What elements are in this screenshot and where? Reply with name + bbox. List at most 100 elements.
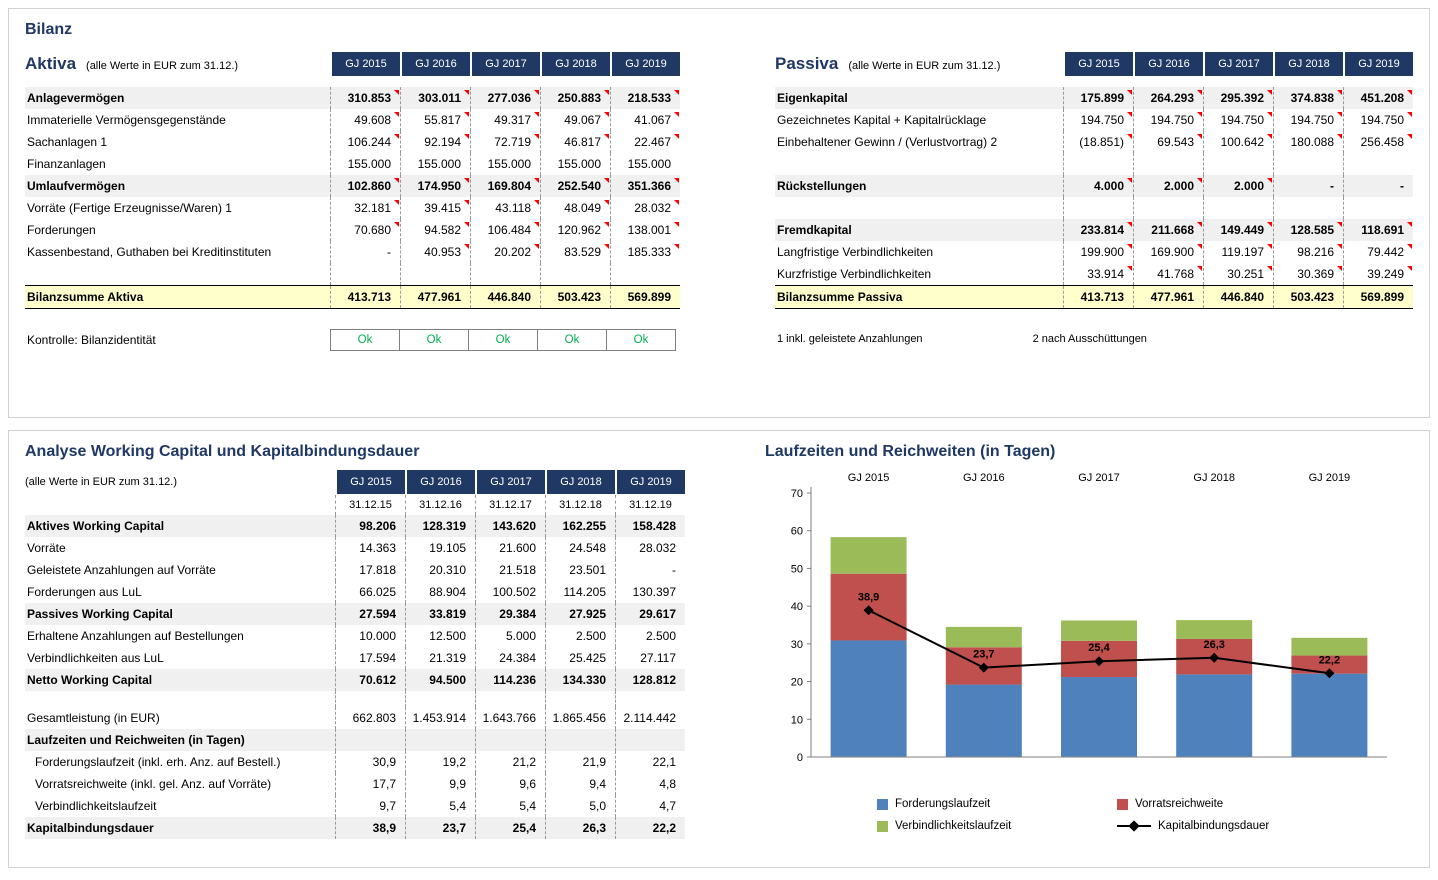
value-cell[interactable]: 114.205 bbox=[545, 581, 615, 603]
value-cell[interactable]: 2.114.442 bbox=[615, 707, 685, 729]
value-cell[interactable]: 5,4 bbox=[405, 795, 475, 817]
value-cell[interactable]: 32.181 bbox=[330, 197, 400, 219]
year-header-cell[interactable]: GJ 2017 bbox=[470, 52, 540, 76]
year-header-cell[interactable]: GJ 2019 bbox=[1343, 52, 1413, 76]
value-cell[interactable]: 477.961 bbox=[400, 286, 470, 308]
date-cell[interactable]: 31.12.17 bbox=[475, 495, 545, 515]
value-cell[interactable]: 66.025 bbox=[335, 581, 405, 603]
date-cell[interactable]: 31.12.16 bbox=[405, 495, 475, 515]
value-cell[interactable]: 477.961 bbox=[1133, 286, 1203, 308]
value-cell[interactable]: - bbox=[1343, 175, 1413, 197]
value-cell[interactable]: 106.244 bbox=[330, 131, 400, 153]
value-cell[interactable]: 149.449 bbox=[1203, 219, 1273, 241]
value-cell[interactable]: 98.206 bbox=[335, 515, 405, 537]
value-cell[interactable]: 155.000 bbox=[330, 153, 400, 175]
value-cell[interactable]: 27.594 bbox=[335, 603, 405, 625]
value-cell[interactable] bbox=[540, 263, 610, 285]
value-cell[interactable]: 569.899 bbox=[610, 286, 680, 308]
value-cell[interactable]: 17.594 bbox=[335, 647, 405, 669]
value-cell[interactable]: 39.249 bbox=[1343, 263, 1413, 285]
value-cell[interactable]: 21,9 bbox=[545, 751, 615, 773]
value-cell[interactable]: 128.319 bbox=[405, 515, 475, 537]
value-cell[interactable] bbox=[1203, 153, 1273, 175]
value-cell[interactable]: 23.501 bbox=[545, 559, 615, 581]
value-cell[interactable]: 256.458 bbox=[1343, 131, 1413, 153]
value-cell[interactable]: 114.236 bbox=[475, 669, 545, 691]
value-cell[interactable]: 94.500 bbox=[405, 669, 475, 691]
ok-indicator[interactable]: Ok bbox=[606, 329, 676, 351]
value-cell[interactable]: 118.691 bbox=[1343, 219, 1413, 241]
value-cell[interactable]: 33.914 bbox=[1063, 263, 1133, 285]
value-cell[interactable]: 310.853 bbox=[330, 87, 400, 109]
value-cell[interactable]: 46.817 bbox=[540, 131, 610, 153]
value-cell[interactable]: 21,2 bbox=[475, 751, 545, 773]
value-cell[interactable]: 175.899 bbox=[1063, 87, 1133, 109]
value-cell[interactable]: 21.600 bbox=[475, 537, 545, 559]
value-cell[interactable] bbox=[475, 729, 545, 751]
value-cell[interactable]: 413.713 bbox=[1063, 286, 1133, 308]
value-cell[interactable]: 119.197 bbox=[1203, 241, 1273, 263]
value-cell[interactable]: 20.202 bbox=[470, 241, 540, 263]
value-cell[interactable]: 128.812 bbox=[615, 669, 685, 691]
value-cell[interactable]: 5.000 bbox=[475, 625, 545, 647]
value-cell[interactable]: 41.768 bbox=[1133, 263, 1203, 285]
value-cell[interactable]: 1.453.914 bbox=[405, 707, 475, 729]
value-cell[interactable] bbox=[615, 729, 685, 751]
year-header-cell[interactable]: GJ 2018 bbox=[1273, 52, 1343, 76]
value-cell[interactable]: 19.105 bbox=[405, 537, 475, 559]
value-cell[interactable]: 28.032 bbox=[615, 537, 685, 559]
value-cell[interactable]: 22,2 bbox=[615, 817, 685, 839]
value-cell[interactable]: 180.088 bbox=[1273, 131, 1343, 153]
value-cell[interactable] bbox=[405, 729, 475, 751]
value-cell[interactable]: 1.865.456 bbox=[545, 707, 615, 729]
value-cell[interactable]: 20.310 bbox=[405, 559, 475, 581]
value-cell[interactable]: 83.529 bbox=[540, 241, 610, 263]
year-header-cell[interactable]: GJ 2016 bbox=[405, 470, 475, 494]
value-cell[interactable]: 218.533 bbox=[610, 87, 680, 109]
year-header-cell[interactable]: GJ 2015 bbox=[335, 470, 405, 494]
value-cell[interactable]: 9,9 bbox=[405, 773, 475, 795]
value-cell[interactable]: 17,7 bbox=[335, 773, 405, 795]
value-cell[interactable]: 351.366 bbox=[610, 175, 680, 197]
value-cell[interactable]: 2.500 bbox=[615, 625, 685, 647]
value-cell[interactable]: 22,1 bbox=[615, 751, 685, 773]
value-cell[interactable]: 106.484 bbox=[470, 219, 540, 241]
value-cell[interactable] bbox=[1273, 197, 1343, 219]
value-cell[interactable]: - bbox=[615, 559, 685, 581]
value-cell[interactable]: 130.397 bbox=[615, 581, 685, 603]
value-cell[interactable]: 70.680 bbox=[330, 219, 400, 241]
year-header-cell[interactable]: GJ 2017 bbox=[1203, 52, 1273, 76]
year-header-cell[interactable]: GJ 2018 bbox=[540, 52, 610, 76]
value-cell[interactable]: 12.500 bbox=[405, 625, 475, 647]
value-cell[interactable]: 446.840 bbox=[470, 286, 540, 308]
value-cell[interactable]: 72.719 bbox=[470, 131, 540, 153]
value-cell[interactable]: 9,4 bbox=[545, 773, 615, 795]
value-cell[interactable]: 69.543 bbox=[1133, 131, 1203, 153]
value-cell[interactable]: 14.363 bbox=[335, 537, 405, 559]
value-cell[interactable]: 94.582 bbox=[400, 219, 470, 241]
value-cell[interactable] bbox=[405, 691, 475, 707]
value-cell[interactable]: 27.117 bbox=[615, 647, 685, 669]
value-cell[interactable]: 70.612 bbox=[335, 669, 405, 691]
value-cell[interactable]: 17.818 bbox=[335, 559, 405, 581]
value-cell[interactable] bbox=[1343, 197, 1413, 219]
value-cell[interactable]: 295.392 bbox=[1203, 87, 1273, 109]
value-cell[interactable]: 79.442 bbox=[1343, 241, 1413, 263]
value-cell[interactable]: 194.750 bbox=[1133, 109, 1203, 131]
value-cell[interactable]: 48.049 bbox=[540, 197, 610, 219]
value-cell[interactable]: 25.425 bbox=[545, 647, 615, 669]
value-cell[interactable]: 194.750 bbox=[1273, 109, 1343, 131]
year-header-cell[interactable]: GJ 2016 bbox=[1133, 52, 1203, 76]
value-cell[interactable]: 5,0 bbox=[545, 795, 615, 817]
value-cell[interactable]: 4,7 bbox=[615, 795, 685, 817]
value-cell[interactable]: 25,4 bbox=[475, 817, 545, 839]
value-cell[interactable]: 41.067 bbox=[610, 109, 680, 131]
ok-indicator[interactable]: Ok bbox=[330, 329, 400, 351]
value-cell[interactable]: 185.333 bbox=[610, 241, 680, 263]
value-cell[interactable] bbox=[335, 691, 405, 707]
value-cell[interactable]: 233.814 bbox=[1063, 219, 1133, 241]
value-cell[interactable] bbox=[545, 691, 615, 707]
value-cell[interactable]: 264.293 bbox=[1133, 87, 1203, 109]
value-cell[interactable]: 49.067 bbox=[540, 109, 610, 131]
value-cell[interactable]: 155.000 bbox=[540, 153, 610, 175]
